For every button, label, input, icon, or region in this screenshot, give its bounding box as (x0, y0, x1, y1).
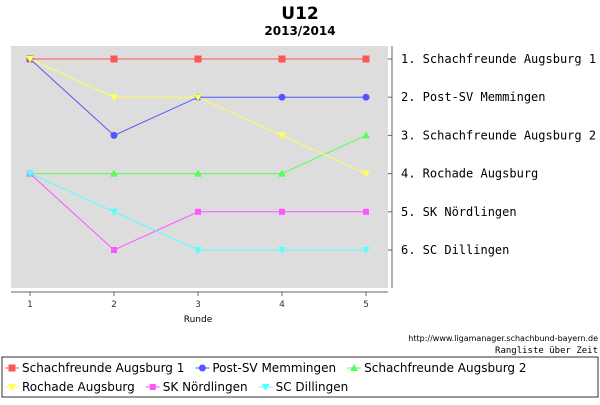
legend-swatch-marker (149, 384, 156, 390)
series-point (195, 208, 201, 215)
series-point (194, 94, 202, 102)
series-point (362, 131, 370, 139)
source-url: http://www.ligamanager.schachbund-bayern… (408, 334, 598, 343)
legend-swatch-marker (198, 364, 206, 372)
legend-swatch-marker (8, 384, 16, 391)
legend-label: Schachfreunde Augsburg 2 (364, 361, 526, 375)
y-tick-label: 4. Rochade Augsburg (401, 167, 538, 181)
series-6 (26, 170, 370, 254)
y-tick-label: 2. Post-SV Memmingen (401, 90, 546, 104)
y-tick-label: 6. SC Dillingen (401, 243, 509, 257)
series-point (363, 208, 369, 215)
legend-box (1, 356, 599, 398)
series-point (110, 208, 118, 216)
series-point (194, 55, 202, 63)
series-point (110, 131, 118, 139)
y-tick-label: 3. Schachfreunde Augsburg 2 (401, 128, 596, 142)
legend-swatch-marker (8, 364, 16, 372)
x-axis-label: Runde (184, 315, 213, 325)
series-point (26, 170, 34, 178)
series-point (278, 132, 286, 140)
x-tick-label: 3 (195, 300, 201, 310)
x-tick-label: 2 (111, 300, 117, 310)
plot-area (11, 46, 388, 288)
y-axis-ticks: 1. Schachfreunde Augsburg 1 2. Post-SV Me… (388, 52, 596, 257)
chart-subtitle: 2013/2014 (264, 24, 335, 38)
series-point (278, 169, 286, 177)
x-tick-label: 1 (27, 300, 33, 310)
legend-label: Rochade Augsburg (22, 380, 135, 394)
series-point (362, 170, 370, 178)
legend-label: Post-SV Memmingen (212, 361, 336, 375)
series-point (26, 56, 34, 63)
series-4 (26, 56, 370, 178)
series-point (110, 55, 118, 63)
legend-item: Rochade Augsburg (5, 380, 135, 394)
series-point (362, 55, 370, 63)
legend-item: Post-SV Memmingen (195, 361, 336, 375)
series-point (362, 93, 370, 101)
series-layer (26, 55, 370, 254)
series-point (278, 55, 286, 63)
legend-item: SC Dillingen (258, 380, 349, 394)
series-point (362, 247, 370, 254)
legend-item: Schachfreunde Augsburg 2 (347, 361, 527, 375)
y-tick-label: 1. Schachfreunde Augsburg 1 (401, 52, 596, 66)
legend-label: SC Dillingen (276, 380, 349, 394)
series-point (110, 94, 118, 102)
legend-swatch-marker (261, 384, 270, 391)
legend-label: SK Nördlingen (163, 380, 248, 394)
legend-item: SK Nördlingen (145, 380, 248, 394)
x-tick-label: 4 (279, 300, 285, 310)
series-point (279, 208, 285, 215)
legend-swatch-marker (350, 364, 359, 371)
legend-item: Schachfreunde Augsburg 1 (5, 361, 184, 375)
legend-label: Schachfreunde Augsburg 1 (22, 361, 184, 375)
x-tick-label: 5 (363, 300, 369, 310)
x-axis-ticks: 1 2 3 4 5 (27, 292, 369, 310)
legend: Schachfreunde Augsburg 1 Post-SV Memminge… (5, 361, 527, 394)
series-point (194, 169, 202, 177)
series-point (110, 169, 118, 177)
y-tick-label: 5. SK Nördlingen (401, 205, 517, 219)
chart-caption: Rangliste über Zeit (495, 346, 598, 356)
series-point (278, 247, 286, 254)
series-point (111, 247, 117, 253)
series-point (194, 247, 202, 254)
series-point (278, 93, 286, 101)
chart-title: U12 (281, 4, 318, 24)
